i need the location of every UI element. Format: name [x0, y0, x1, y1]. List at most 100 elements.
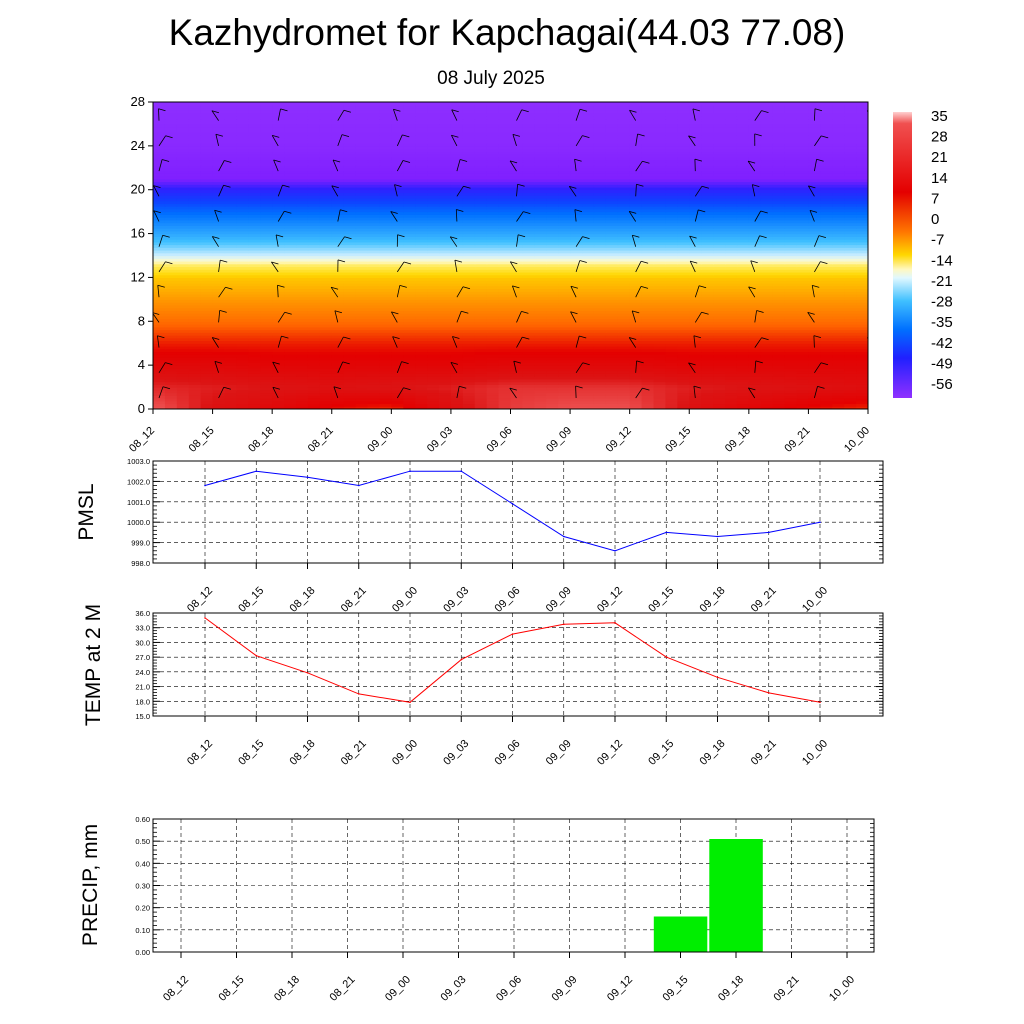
heatmap-cell: [510, 334, 524, 339]
heatmap-cell: [665, 247, 678, 251]
heatmap-cell: [832, 337, 845, 342]
heatmap-cell: [522, 288, 535, 292]
heatmap-cell: [391, 398, 404, 402]
heatmap-cell: [343, 313, 357, 317]
heatmap-cell: [486, 398, 500, 402]
heatmap-cell: [582, 195, 595, 199]
heatmap-cell: [772, 381, 786, 385]
heatmap-cell: [164, 403, 178, 407]
heatmap-cell: [319, 345, 333, 350]
heatmap-cell: [367, 392, 381, 396]
heatmap-cell: [474, 340, 488, 344]
heatmap-cell: [713, 225, 726, 229]
heatmap-cell: [379, 197, 392, 202]
heatmap-cell: [176, 186, 190, 191]
heatmap-cell: [570, 222, 583, 226]
heatmap-cell: [689, 239, 702, 243]
heatmap-cell: [236, 285, 249, 289]
heatmap-cell: [629, 280, 643, 284]
heatmap-cell: [772, 239, 786, 243]
heatmap-cell: [272, 260, 285, 265]
heatmap-cell: [307, 195, 321, 199]
heatmap-cell: [605, 376, 619, 380]
heatmap-cell: [641, 315, 655, 320]
heatmap-cell: [331, 321, 345, 325]
heatmap-cell: [808, 329, 821, 333]
heatmap-cell: [856, 214, 868, 218]
heatmap-cell: [272, 302, 285, 306]
heatmap-cell: [725, 313, 738, 317]
heatmap-cell: [570, 343, 583, 347]
heatmap-cell: [641, 340, 655, 344]
heatmap-cell: [772, 302, 786, 306]
heatmap-cell: [796, 370, 810, 374]
heatmap-cell: [200, 285, 214, 289]
heatmap-cell: [760, 362, 774, 366]
heatmap-cell: [474, 203, 488, 207]
heatmap-cell: [748, 398, 762, 402]
heatmap-cell: [582, 398, 595, 402]
heatmap-cell: [403, 222, 416, 226]
heatmap-cell: [796, 197, 810, 202]
heatmap-cell: [522, 318, 535, 322]
heatmap-cell: [260, 313, 273, 317]
heatmap-cell: [474, 334, 488, 339]
heatmap-cell: [319, 263, 333, 268]
heatmap-cell: [248, 324, 261, 328]
heatmap-cell: [593, 208, 607, 213]
heatmap-cell: [856, 334, 868, 339]
heatmap-cell: [498, 378, 512, 383]
heatmap-cell: [570, 260, 583, 265]
heatmap-cell: [450, 340, 464, 344]
heatmap-cell: [343, 302, 357, 306]
heatmap-cell: [415, 392, 428, 396]
heatmap-cell: [784, 247, 798, 251]
heatmap-cell: [689, 400, 702, 405]
heatmap-cell: [665, 398, 678, 402]
heatmap-cell: [689, 381, 702, 385]
heatmap-cell: [284, 367, 297, 372]
heatmap-cell: [331, 403, 345, 407]
heatmap-cell: [462, 351, 476, 355]
heatmap-cell: [653, 189, 667, 194]
heatmap-cell: [188, 392, 202, 396]
heatmap-cell: [474, 219, 488, 224]
heatmap-cell: [534, 239, 547, 243]
heatmap-cell: [677, 214, 690, 218]
heatmap-cell: [284, 285, 297, 289]
heatmap-cell: [272, 337, 285, 342]
heatmap-cell: [355, 263, 369, 268]
heatmap-cell: [772, 260, 786, 265]
heatmap-cell: [200, 291, 214, 295]
heatmap-cell: [629, 389, 643, 394]
heatmap-cell: [546, 203, 559, 207]
heatmap-cell: [367, 376, 381, 380]
heatmap-cell: [272, 236, 285, 240]
heatmap-cell: [820, 282, 833, 287]
heatmap-cell: [510, 255, 524, 259]
heatmap-cell: [522, 398, 535, 402]
heatmap-cell: [748, 241, 762, 246]
heatmap-cell: [331, 197, 345, 202]
heatmap-cell: [772, 282, 786, 287]
heatmap-cell: [713, 250, 726, 254]
heatmap-cell: [653, 211, 667, 215]
heatmap-cell: [212, 403, 226, 407]
heatmap-cell: [653, 326, 667, 331]
heatmap-cell: [296, 266, 309, 270]
heatmap-cell: [510, 200, 524, 205]
heatmap-cell: [379, 389, 392, 394]
heatmap-cell: [629, 200, 643, 205]
heatmap-cell: [474, 225, 488, 229]
heatmap-cell: [820, 214, 833, 218]
heatmap-cell: [367, 252, 381, 257]
heatmap-cell: [570, 277, 583, 281]
heatmap-cell: [403, 403, 416, 407]
heatmap-cell: [462, 348, 476, 353]
heatmap-cell: [176, 228, 190, 232]
heatmap-cell: [462, 304, 476, 309]
heatmap-cell: [260, 340, 273, 344]
heatmap-cell: [689, 345, 702, 350]
heatmap-cell: [760, 203, 774, 207]
heatmap-cell: [236, 387, 249, 391]
